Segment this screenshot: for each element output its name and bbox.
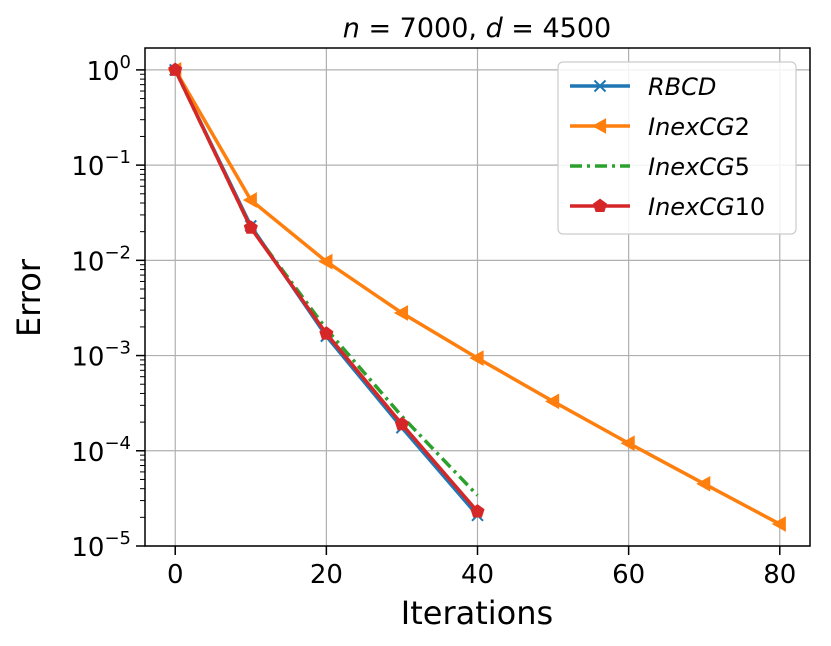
data-point-inexcg2 — [620, 435, 635, 452]
plot-series — [167, 62, 786, 532]
data-point-inexcg10 — [168, 62, 183, 76]
series-inexcg10 — [168, 62, 485, 518]
y-tick-label: 10−5 — [71, 528, 131, 563]
data-point-inexcg2 — [771, 516, 786, 532]
legend-marker-rbcd — [593, 79, 607, 93]
legend-box — [557, 61, 797, 235]
legend-marker-inexcg10 — [592, 198, 608, 212]
legend-entry-inexcg2: InexCG2 — [570, 113, 750, 141]
series-inexcg2 — [167, 62, 786, 532]
x-tick-label: 0 — [167, 560, 184, 590]
legend-marker-inexcg2 — [591, 118, 607, 134]
data-point-inexcg2 — [469, 350, 484, 366]
data-point-inexcg10 — [319, 326, 334, 340]
data-point-inexcg10 — [470, 504, 485, 518]
chart-title: n = 7000, d = 4500 — [343, 13, 611, 44]
x-tick-label: 20 — [310, 560, 343, 590]
data-point-inexcg10 — [243, 220, 258, 234]
legend: RBCD InexCG2 InexCG5 InexCG10 — [557, 61, 797, 235]
legend-label-inexcg2: InexCG2 — [648, 113, 750, 141]
y-axis-label: Error — [10, 258, 48, 337]
data-point-inexcg2 — [393, 305, 409, 321]
data-point-inexcg10 — [394, 416, 409, 431]
legend-entry-rbcd: RBCD — [570, 73, 716, 101]
x-ticks: 0 20 40 60 80 — [167, 546, 796, 590]
y-tick-label: 10−2 — [71, 242, 131, 277]
x-tick-label: 40 — [461, 560, 494, 590]
y-tick-label: 10−4 — [71, 433, 131, 468]
y-tick-label: 10−3 — [71, 338, 131, 373]
x-tick-label: 60 — [612, 560, 645, 590]
y-tick-label: 10−1 — [71, 147, 131, 182]
x-tick-label: 80 — [763, 560, 796, 590]
legend-label-inexcg10: InexCG10 — [648, 193, 765, 221]
y-tick-label: 100 — [86, 52, 131, 87]
x-axis-label: Iterations — [401, 594, 553, 632]
data-point-inexcg2 — [696, 475, 711, 492]
legend-entry-inexcg10: InexCG10 — [570, 193, 765, 221]
data-point-inexcg2 — [318, 253, 333, 270]
legend-entry-inexcg5: InexCG5 — [570, 153, 750, 181]
y-ticks: 100 10−1 10−2 10−3 10−4 10−5 — [71, 52, 145, 563]
legend-label-rbcd: RBCD — [648, 73, 716, 101]
data-point-inexcg2 — [545, 393, 560, 410]
data-point-inexcg2 — [242, 192, 257, 208]
legend-label-inexcg5: InexCG5 — [648, 153, 750, 181]
